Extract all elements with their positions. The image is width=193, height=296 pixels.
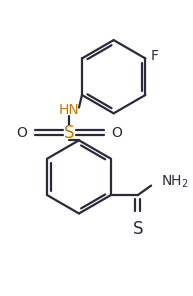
Text: HN: HN bbox=[59, 103, 80, 118]
Text: S: S bbox=[132, 220, 143, 238]
Text: F: F bbox=[150, 49, 158, 64]
Text: O: O bbox=[16, 126, 27, 140]
Text: O: O bbox=[112, 126, 123, 140]
Text: S: S bbox=[64, 124, 75, 141]
Text: NH$_2$: NH$_2$ bbox=[161, 173, 188, 190]
